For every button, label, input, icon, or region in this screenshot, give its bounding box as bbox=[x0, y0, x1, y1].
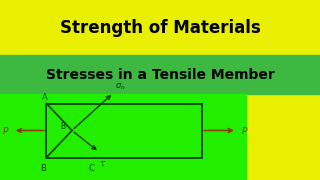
Text: C: C bbox=[88, 164, 94, 173]
Text: P: P bbox=[242, 127, 247, 136]
Text: P: P bbox=[3, 127, 9, 136]
Bar bbox=[0, 55, 320, 94]
Text: A: A bbox=[42, 93, 48, 102]
Text: Strength of Materials: Strength of Materials bbox=[60, 19, 260, 37]
Text: $\tau$: $\tau$ bbox=[99, 159, 106, 168]
Text: B: B bbox=[40, 164, 46, 173]
Text: $\sigma_n$: $\sigma_n$ bbox=[115, 81, 126, 92]
Text: Stresses in a Tensile Member: Stresses in a Tensile Member bbox=[46, 68, 274, 82]
Bar bbox=[0, 94, 246, 180]
Bar bbox=[46, 103, 202, 158]
Text: B: B bbox=[60, 122, 66, 131]
